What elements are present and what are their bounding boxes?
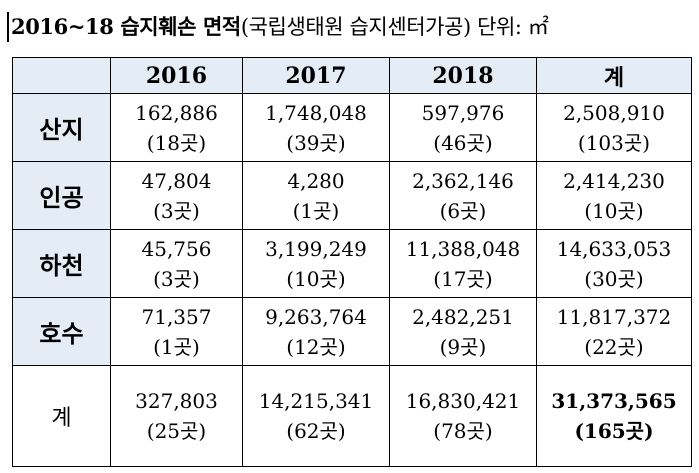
cell-count: (3곳) — [153, 198, 200, 223]
cell-value: 2,362,146 — [412, 168, 514, 193]
cell-value: 597,976 — [421, 100, 505, 125]
table-cell: 71,357 (1곳) — [110, 297, 243, 366]
cell-value: 45,756 — [141, 236, 212, 261]
table-cell: 11,388,048 (17곳) — [389, 229, 537, 298]
cell-value: 9,263,764 — [265, 304, 367, 329]
cell-count: (10곳) — [286, 266, 346, 291]
header-2018: 2018 — [389, 57, 537, 94]
cell-count: (78곳) — [433, 419, 493, 443]
cell-count: (30곳) — [584, 266, 644, 291]
cell-value: 4,280 — [287, 168, 345, 193]
table-cell: 47,804 (3곳) — [110, 161, 243, 230]
row-label: 인공 — [12, 161, 111, 230]
table-row: 산지 162,886 (18곳) 1,748,048 (39곳) 597,976 (4… — [12, 93, 692, 162]
cell-count: (22곳) — [584, 334, 644, 359]
title-main: 2016~18 습지훼손 면적 — [11, 14, 241, 39]
cell-count: (12곳) — [286, 334, 346, 359]
table-cell: 14,215,341 (62곳) — [242, 365, 390, 467]
cell-count: (17곳) — [433, 266, 493, 291]
row-label: 산지 — [12, 93, 111, 162]
header-corner — [12, 57, 111, 94]
cell-count: (1곳) — [292, 198, 340, 223]
table-cell: 45,756 (3곳) — [110, 229, 243, 298]
cell-value: 11,817,372 — [556, 304, 672, 329]
cell-count: (46곳) — [433, 130, 493, 155]
row-label: 호수 — [12, 297, 111, 366]
cell-count: (39곳) — [286, 130, 346, 155]
cell-value: 14,215,341 — [258, 389, 374, 413]
cell-count: (6곳) — [439, 198, 487, 223]
title-row: 2016~18 습지훼손 면적(국립생태원 습지센터가공) 단위: ㎡ — [0, 6, 699, 46]
table-row: 하천 45,756 (3곳) 3,199,249 (10곳) 11,388,048 (… — [12, 229, 692, 298]
wetland-damage-table: 2016 2017 2018 계 산지 162,886 (18곳) 1,748,0… — [12, 57, 692, 467]
row-label: 계 — [12, 365, 111, 467]
cell-value: 2,508,910 — [563, 100, 665, 125]
cell-count: (165곳) — [574, 419, 654, 443]
cell-count: (3곳) — [153, 266, 200, 291]
grand-total-cell: 31,373,565 (165곳) — [536, 365, 692, 467]
table-cell: 16,830,421 (78곳) — [389, 365, 537, 467]
table-cell: 11,817,372 (22곳) — [536, 297, 692, 366]
cell-value: 3,199,249 — [265, 236, 367, 261]
cell-value: 16,830,421 — [405, 389, 521, 413]
title-source-unit: (국립생태원 습지센터가공) 단위: ㎡ — [240, 15, 549, 39]
cell-value: 1,748,048 — [265, 100, 367, 125]
table-cell: 2,414,230 (10곳) — [536, 161, 692, 230]
table-cell: 597,976 (46곳) — [389, 93, 537, 162]
cell-value: 327,803 — [135, 389, 218, 413]
table-cell: 4,280 (1곳) — [242, 161, 390, 230]
table-cell: 2,482,251 (9곳) — [389, 297, 537, 366]
row-label: 하천 — [12, 229, 111, 298]
cell-count: (103곳) — [577, 130, 651, 155]
header-2017: 2017 — [242, 57, 390, 94]
title-bar — [7, 12, 9, 42]
cell-value: 47,804 — [141, 168, 212, 193]
table-row: 인공 47,804 (3곳) 4,280 (1곳) 2,362,146 (6곳) 2,… — [12, 161, 692, 230]
cell-value: 11,388,048 — [405, 236, 521, 261]
table-cell: 9,263,764 (12곳) — [242, 297, 390, 366]
document-title: 2016~18 습지훼손 면적(국립생태원 습지센터가공) 단위: ㎡ — [11, 11, 549, 41]
table-cell: 162,886 (18곳) — [110, 93, 243, 162]
cell-value: 71,357 — [141, 304, 212, 329]
cell-value: 162,886 — [135, 100, 218, 125]
table-row: 호수 71,357 (1곳) 9,263,764 (12곳) 2,482,251 (9… — [12, 297, 692, 366]
cell-value: 2,414,230 — [563, 168, 665, 193]
table-cell: 3,199,249 (10곳) — [242, 229, 390, 298]
cell-count: (62곳) — [286, 419, 346, 443]
header-row: 2016 2017 2018 계 — [12, 57, 692, 94]
header-2016: 2016 — [110, 57, 243, 94]
cell-count: (25곳) — [146, 419, 207, 443]
table-cell: 14,633,053 (30곳) — [536, 229, 692, 298]
table-cell: 1,748,048 (39곳) — [242, 93, 390, 162]
header-total: 계 — [536, 57, 692, 94]
cell-count: (1곳) — [153, 334, 200, 359]
total-row: 계 327,803 (25곳) 14,215,341 (62곳) 16,830,42… — [12, 365, 692, 467]
cell-value: 2,482,251 — [412, 304, 514, 329]
table-cell: 327,803 (25곳) — [110, 365, 243, 467]
cell-count: (10곳) — [584, 198, 644, 223]
cell-value: 31,373,565 — [551, 389, 677, 413]
cell-count: (18곳) — [146, 130, 207, 155]
cell-value: 14,633,053 — [556, 236, 672, 261]
cell-count: (9곳) — [439, 334, 487, 359]
table-cell: 2,508,910 (103곳) — [536, 93, 692, 162]
table-cell: 2,362,146 (6곳) — [389, 161, 537, 230]
